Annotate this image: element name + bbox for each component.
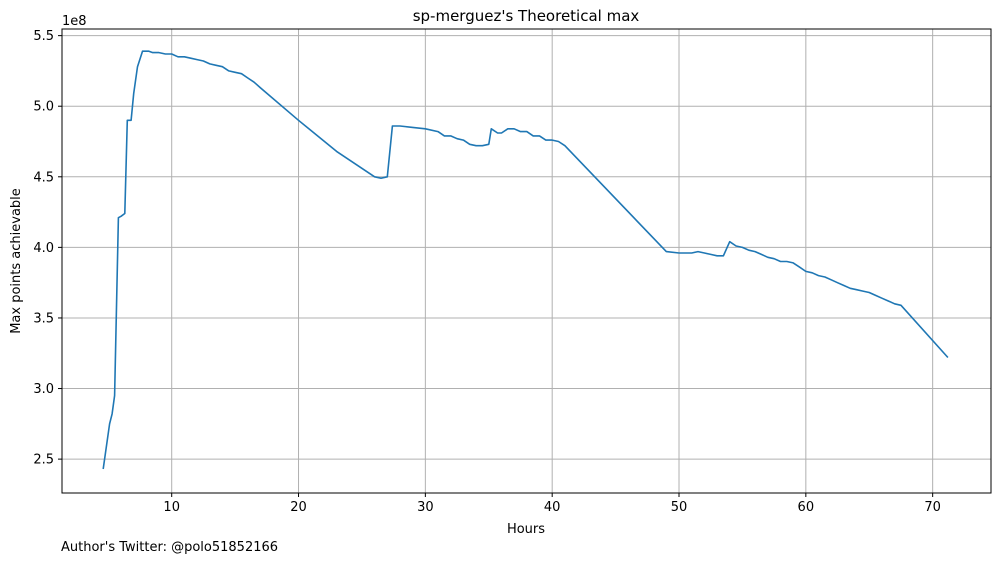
x-tick-label: 60 — [798, 500, 815, 515]
series-line — [102, 50, 949, 470]
y-tick-label: 3.5 — [33, 311, 54, 326]
y-axis-offset-label: 1e8 — [62, 14, 87, 29]
plot-frame — [61, 28, 992, 494]
y-tick-label: 4.5 — [33, 170, 54, 185]
x-tick-label: 30 — [417, 500, 434, 515]
x-tick-label: 40 — [544, 500, 561, 515]
grid-lines — [62, 29, 991, 493]
y-tick-label: 4.0 — [33, 241, 54, 256]
series-layer — [102, 50, 949, 470]
x-axis-label: Hours — [507, 522, 545, 537]
y-tick-label: 3.0 — [33, 382, 54, 397]
axis-ticks: 10 20 30 40 50 60 70 2.5 3.0 3.5 4.0 4.5 5.0 5.5 — [33, 29, 941, 515]
chart-title: sp-merguez's Theoretical max — [413, 7, 640, 25]
x-tick-label: 50 — [671, 500, 688, 515]
x-tick-label: 70 — [924, 500, 941, 515]
x-tick-label: 20 — [290, 500, 307, 515]
footer-author-note: Author's Twitter: @polo51852166 — [61, 540, 278, 555]
y-tick-label: 5.5 — [33, 29, 54, 44]
y-axis-label: Max points achievable — [9, 188, 24, 334]
x-tick-label: 10 — [163, 500, 180, 515]
y-tick-label: 2.5 — [33, 453, 54, 468]
y-tick-label: 5.0 — [33, 100, 54, 115]
